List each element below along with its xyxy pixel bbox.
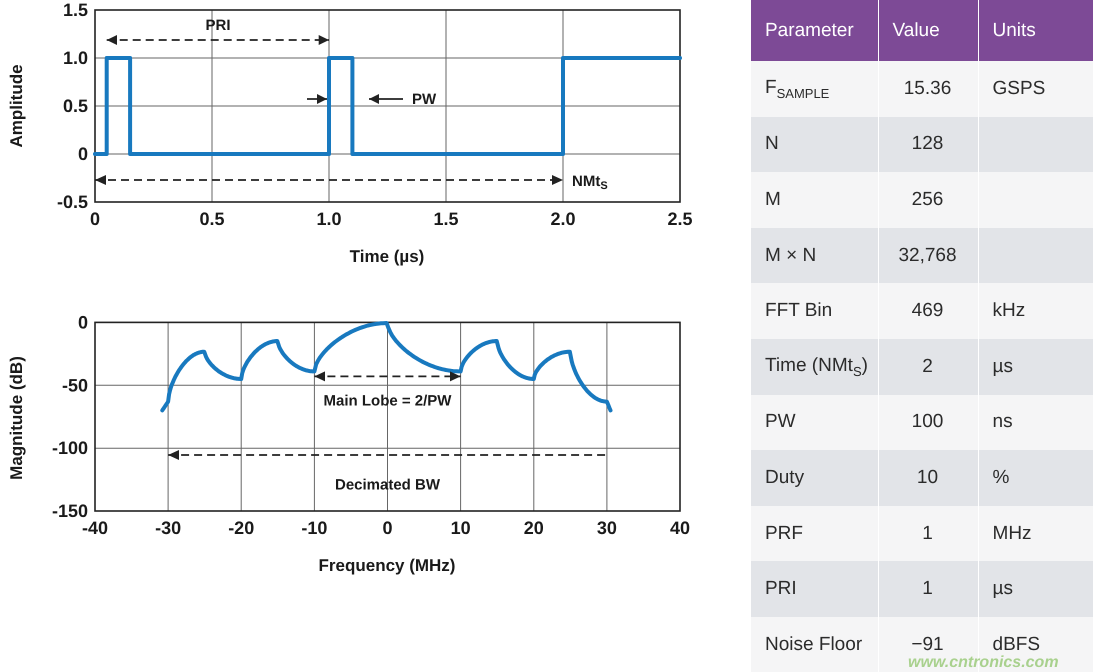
svg-text:0.5: 0.5 xyxy=(63,96,88,116)
svg-text:0: 0 xyxy=(78,144,88,164)
svg-text:0: 0 xyxy=(382,518,392,538)
svg-text:Time (µs): Time (µs) xyxy=(350,247,425,266)
svg-text:1.5: 1.5 xyxy=(433,209,458,229)
svg-text:-40: -40 xyxy=(82,518,108,538)
svg-text:30: 30 xyxy=(597,518,617,538)
svg-text:PW: PW xyxy=(412,91,437,108)
svg-text:2.0: 2.0 xyxy=(550,209,575,229)
svg-text:0: 0 xyxy=(78,312,88,332)
svg-text:0.5: 0.5 xyxy=(199,209,224,229)
svg-text:Amplitude: Amplitude xyxy=(7,64,26,147)
svg-text:-100: -100 xyxy=(52,438,88,458)
svg-text:1.0: 1.0 xyxy=(63,48,88,68)
svg-text:-20: -20 xyxy=(228,518,254,538)
svg-text:NMtS: NMtS xyxy=(572,173,608,192)
svg-text:-0.5: -0.5 xyxy=(57,192,88,212)
svg-text:0: 0 xyxy=(90,209,100,229)
svg-text:1.0: 1.0 xyxy=(316,209,341,229)
svg-text:2.5: 2.5 xyxy=(667,209,692,229)
svg-text:Magnitude (dB): Magnitude (dB) xyxy=(7,356,26,480)
svg-text:PRI: PRI xyxy=(205,17,230,34)
svg-text:40: 40 xyxy=(670,518,690,538)
svg-text:-50: -50 xyxy=(62,375,88,395)
svg-text:-30: -30 xyxy=(155,518,181,538)
svg-text:1.5: 1.5 xyxy=(63,0,88,20)
svg-text:10: 10 xyxy=(451,518,471,538)
svg-text:Decimated BW: Decimated BW xyxy=(335,477,441,494)
svg-text:20: 20 xyxy=(524,518,544,538)
svg-text:Main Lobe = 2/PW: Main Lobe = 2/PW xyxy=(324,393,453,410)
svg-text:Frequency (MHz): Frequency (MHz) xyxy=(319,556,456,575)
svg-text:-10: -10 xyxy=(301,518,327,538)
